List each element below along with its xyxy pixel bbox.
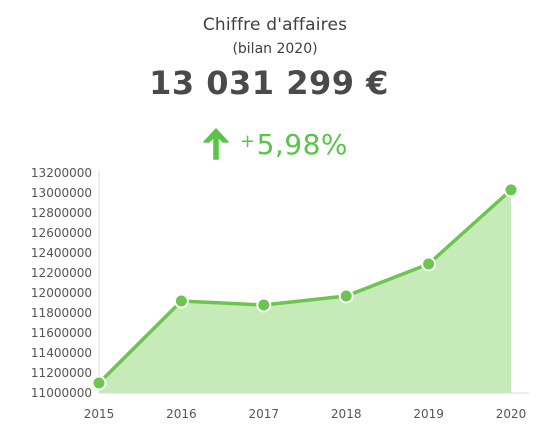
y-tick-label: 11400000 <box>31 346 92 360</box>
y-axis-ticks: 11000000 11200000 11400000 11600000 11800000… <box>31 166 92 400</box>
y-tick-label: 11600000 <box>31 326 92 340</box>
kpi-title: Chiffre d'affaires <box>202 15 348 35</box>
growth-value: +5,98% <box>240 128 348 161</box>
y-tick-label: 12000000 <box>31 286 92 300</box>
y-tick-label: 12800000 <box>31 206 92 220</box>
x-tick-label: 2018 <box>331 407 362 421</box>
area-fill <box>99 189 511 393</box>
chart-line-group <box>97 188 513 385</box>
y-tick-label: 13000000 <box>31 186 92 200</box>
y-tick-label: 11800000 <box>31 306 92 320</box>
x-tick-label: 2015 <box>84 407 115 421</box>
data-point[interactable] <box>338 288 354 304</box>
data-point[interactable] <box>503 182 519 198</box>
growth-indicator: +5,98% <box>0 124 550 164</box>
data-point[interactable] <box>91 375 107 391</box>
y-tick-label: 11200000 <box>31 366 92 380</box>
data-point[interactable] <box>256 297 272 313</box>
series-line <box>97 188 513 385</box>
chart-area-group <box>99 189 511 393</box>
kpi-amount: 13 031 299 € <box>149 64 389 102</box>
kpi-subtitle: (bilan 2020) <box>232 41 318 57</box>
growth-sign: + <box>239 130 256 152</box>
x-axis-ticks: 2015 2016 2017 2018 2019 2020 <box>84 407 527 421</box>
x-tick-label: 2016 <box>166 407 197 421</box>
x-tick-label: 2020 <box>496 407 527 421</box>
y-tick-label: 11000000 <box>31 386 92 400</box>
y-tick-label: 13200000 <box>31 166 92 180</box>
x-tick-label: 2019 <box>413 407 444 421</box>
arrow-up-icon <box>203 128 229 160</box>
y-tick-label: 12400000 <box>31 246 92 260</box>
x-tick-label: 2017 <box>249 407 280 421</box>
y-tick-label: 12200000 <box>31 266 92 280</box>
data-point[interactable] <box>421 256 437 272</box>
chart-axes-group <box>98 171 529 394</box>
y-tick-label: 12600000 <box>31 226 92 240</box>
data-point[interactable] <box>173 293 189 309</box>
chart-points-group <box>91 182 519 391</box>
growth-number: 5,98% <box>256 127 349 161</box>
